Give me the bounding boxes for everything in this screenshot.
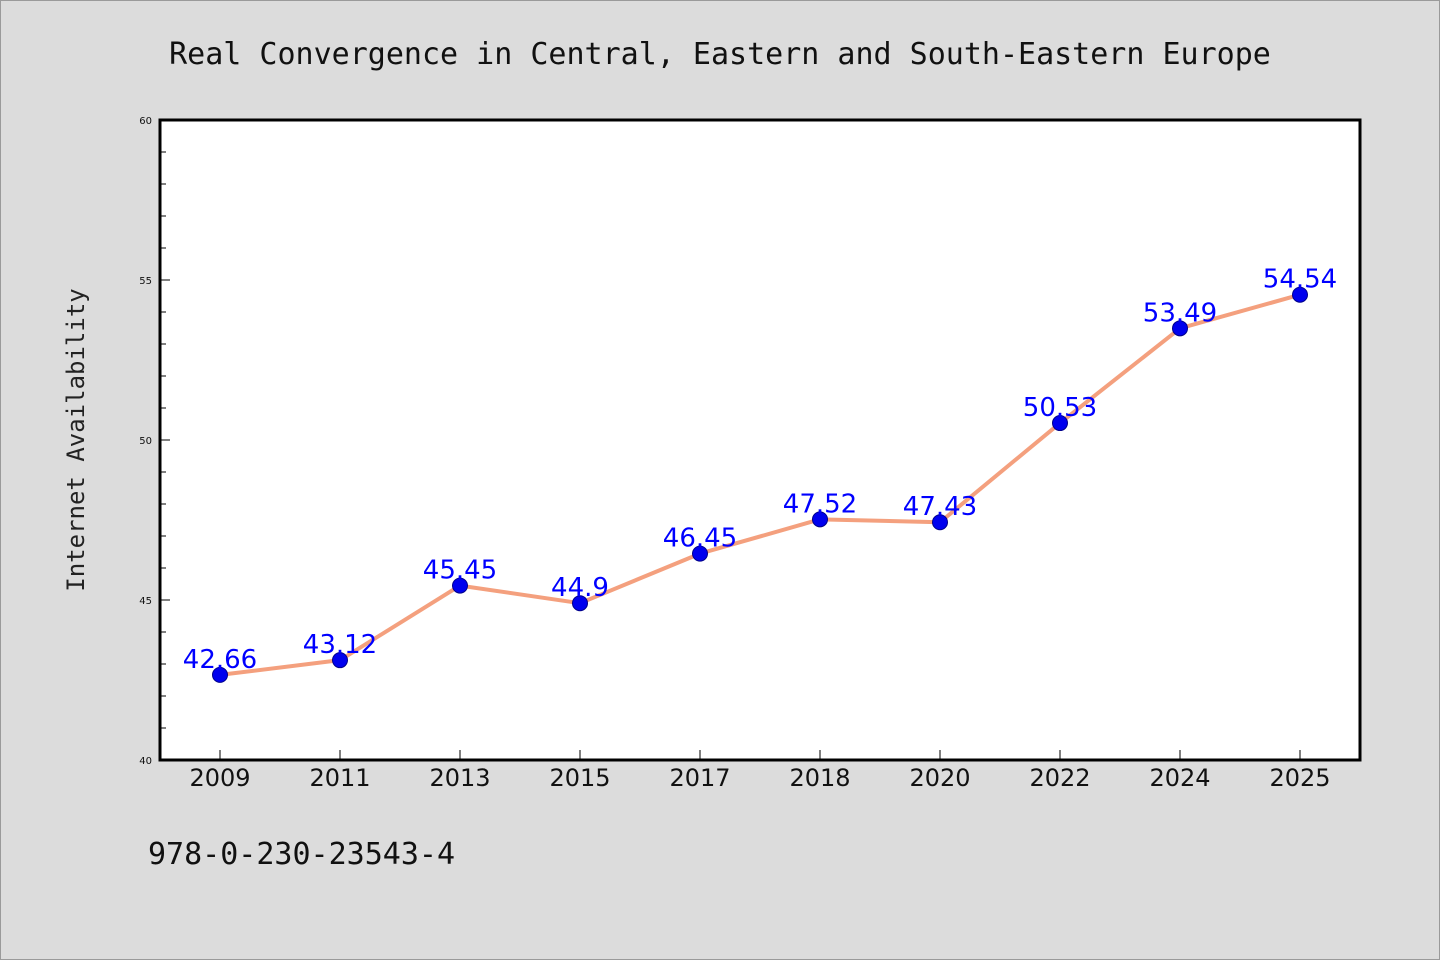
y-tick-label: 45 — [139, 596, 152, 607]
x-tick-label: 2017 — [669, 764, 730, 792]
data-label: 54.54 — [1263, 265, 1337, 295]
plot-area — [158, 118, 1362, 762]
x-tick-label: 2022 — [1029, 764, 1090, 792]
data-point — [212, 666, 228, 683]
data-point — [452, 577, 468, 594]
x-tick-label: 2018 — [789, 764, 850, 792]
series-line-group — [218, 292, 1302, 677]
data-point — [932, 514, 948, 531]
x-tick-label: 2011 — [309, 764, 370, 792]
x-tick-label: 2020 — [909, 764, 970, 792]
data-label: 46.45 — [663, 524, 737, 554]
y-axis-label: Internet Availability — [62, 288, 90, 591]
series-line — [218, 292, 1302, 677]
data-label: 44.9 — [551, 573, 609, 603]
data-labels: 42.66 43.12 45.45 44.9 46.45 47.52 47.43 50.53 5… — [183, 265, 1337, 675]
data-point — [332, 652, 348, 669]
data-point — [1172, 320, 1188, 337]
data-label: 45.45 — [423, 556, 497, 586]
data-label: 47.52 — [783, 489, 857, 519]
x-tick-label: 2013 — [429, 764, 490, 792]
x-tick-label: 2015 — [549, 764, 610, 792]
chart-title: Real Convergence in Central, Eastern and… — [169, 37, 1271, 72]
data-point — [692, 545, 708, 562]
x-tick-label: 2009 — [189, 764, 250, 792]
data-point — [572, 595, 588, 612]
y-tick-label: 55 — [139, 276, 152, 287]
footer-isbn: 978-0-230-23543-4 — [148, 837, 455, 872]
data-label: 50.53 — [1023, 393, 1097, 423]
y-tick-label: 40 — [139, 756, 152, 767]
x-axis-ticks: 2009 2011 2013 2015 2017 2018 2020 2022 2024 2025 — [189, 750, 1331, 792]
data-label: 47.43 — [903, 492, 977, 522]
y-tick-label: 50 — [139, 436, 152, 447]
y-axis-ticks: 40 45 50 55 60 — [139, 116, 170, 767]
data-point — [1292, 286, 1308, 303]
y-tick-label: 60 — [139, 116, 152, 127]
data-point — [1052, 415, 1068, 432]
data-label: 53.49 — [1143, 298, 1217, 328]
x-tick-label: 2025 — [1269, 764, 1330, 792]
x-tick-label: 2024 — [1149, 764, 1210, 792]
data-label: 43.12 — [303, 630, 377, 660]
data-label: 42.66 — [183, 645, 257, 675]
data-point — [812, 511, 828, 528]
data-markers — [212, 286, 1308, 683]
